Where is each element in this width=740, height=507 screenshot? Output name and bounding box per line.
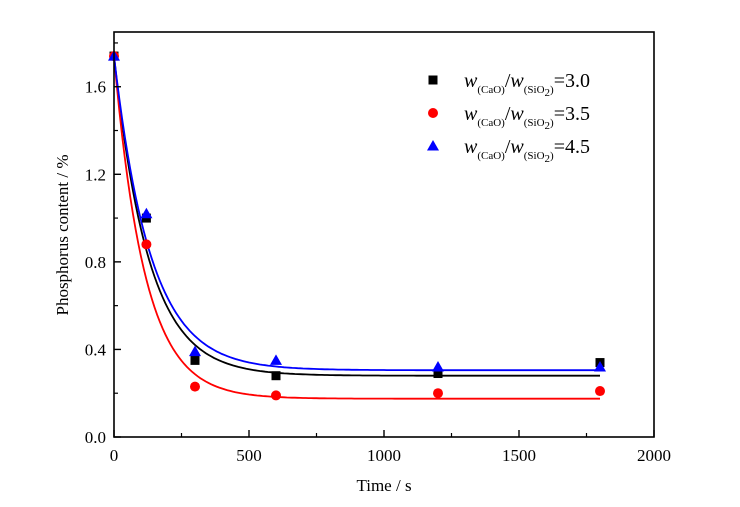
x-tick-label: 2000 bbox=[637, 446, 671, 465]
legend-label-part: (SiO bbox=[524, 84, 545, 96]
legend-label-part: w bbox=[464, 136, 478, 158]
legend-label-part: 2 bbox=[545, 153, 551, 165]
legend-label-part: (CaO) bbox=[477, 84, 505, 96]
data-point-triangle bbox=[140, 207, 153, 219]
legend-label-part: =3.0 bbox=[554, 70, 590, 92]
legend-label-part: / bbox=[505, 103, 511, 125]
fit-curve bbox=[113, 56, 600, 400]
legend-label-part: w bbox=[510, 70, 524, 92]
legend-label-part: 2 bbox=[545, 87, 551, 99]
legend-label-part: (SiO bbox=[524, 150, 545, 162]
legend-label-part: =4.5 bbox=[554, 136, 590, 158]
legend-label: w(CaO)/w(SiO2)=4.5 bbox=[464, 136, 590, 165]
legend-marker-square bbox=[428, 75, 438, 85]
data-point-triangle bbox=[594, 360, 606, 372]
fit-curve bbox=[113, 55, 600, 372]
y-tick-label: 1.2 bbox=[85, 165, 106, 184]
y-tick-label: 0.4 bbox=[85, 340, 107, 359]
x-tick-label: 1500 bbox=[502, 446, 536, 465]
legend-label-part: ) bbox=[550, 84, 554, 96]
data-point-circle bbox=[141, 239, 152, 250]
data-point-triangle bbox=[270, 354, 282, 365]
x-tick-label: 500 bbox=[236, 446, 262, 465]
data-point-square bbox=[271, 371, 281, 381]
y-tick-label: 0.8 bbox=[85, 253, 106, 272]
legend-label-part: 2 bbox=[545, 120, 551, 132]
legend-marker-triangle bbox=[427, 140, 439, 151]
data-point-square bbox=[190, 355, 200, 365]
legend-label-part: =3.5 bbox=[554, 103, 590, 125]
x-tick-label: 1000 bbox=[367, 446, 401, 465]
data-point-square bbox=[433, 369, 443, 379]
legend-label-part: w bbox=[510, 136, 524, 158]
legend-label-part: (CaO) bbox=[477, 117, 505, 129]
legend-label-part: w bbox=[464, 103, 478, 125]
data-point-triangle bbox=[189, 345, 201, 357]
y-axis: 0.0 0.4 0.8 1.2 1.6 bbox=[85, 42, 121, 447]
legend-label-part: ) bbox=[550, 150, 554, 162]
data-points bbox=[108, 50, 606, 401]
legend-label-part: (CaO) bbox=[477, 150, 505, 162]
data-point-triangle bbox=[432, 360, 444, 372]
x-axis-title: Time / s bbox=[356, 476, 411, 495]
legend-label-part: w bbox=[464, 70, 478, 92]
data-point-circle bbox=[433, 388, 443, 399]
legend-label: w(CaO)/w(SiO2)=3.5 bbox=[464, 103, 590, 132]
fit-curves bbox=[113, 55, 600, 400]
x-tick-label: 0 bbox=[110, 446, 119, 465]
y-tick-label: 0.0 bbox=[85, 428, 106, 447]
legend-label: w(CaO)/w(SiO2)=3.0 bbox=[464, 70, 590, 99]
legend-label-part: ) bbox=[550, 117, 554, 129]
fit-curve bbox=[113, 55, 600, 377]
legend: w(CaO)/w(SiO2)=3.0w(CaO)/w(SiO2)=3.5w(Ca… bbox=[427, 70, 590, 165]
data-point-circle bbox=[271, 390, 281, 401]
legend-label-part: / bbox=[505, 136, 511, 158]
legend-label-part: / bbox=[505, 70, 511, 92]
legend-label-part: w bbox=[510, 103, 524, 125]
data-point-circle bbox=[595, 386, 605, 397]
legend-marker-circle bbox=[428, 108, 438, 118]
y-axis-title: Phosphorus content / % bbox=[53, 154, 72, 315]
data-point-circle bbox=[190, 381, 200, 392]
x-axis: 0 500 1000 1500 2000 bbox=[110, 430, 671, 465]
legend-label-part: (SiO bbox=[524, 117, 545, 129]
y-tick-label: 1.6 bbox=[85, 78, 106, 97]
